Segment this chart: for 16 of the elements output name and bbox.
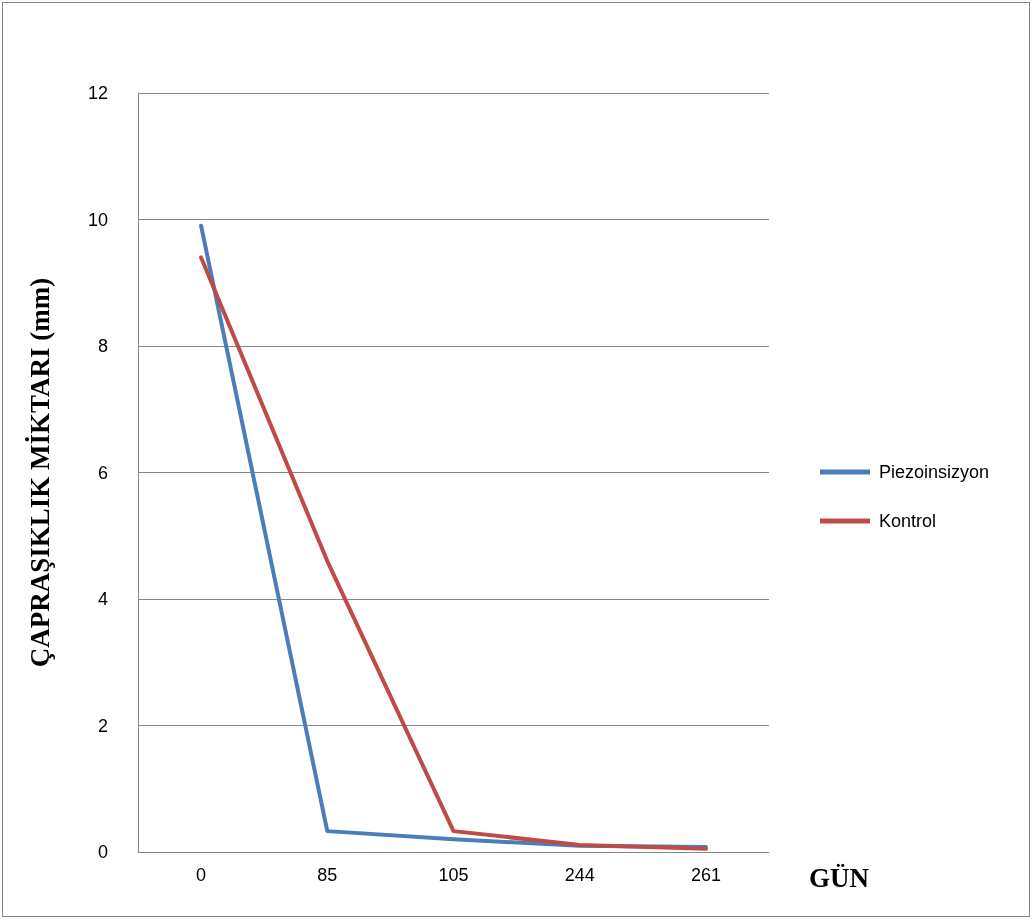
x-tick-label: 244: [564, 865, 595, 885]
y-tick-label: 2: [97, 715, 108, 736]
y-tick-label: 0: [97, 842, 108, 862]
x-axis-title: GÜN: [809, 862, 870, 893]
y-tick-label: 10: [87, 209, 108, 230]
y-tick-label: 4: [97, 589, 108, 609]
y-tick-label: 8: [97, 336, 108, 356]
legend-label: Kontrol: [879, 511, 937, 531]
x-tick-label: 85: [317, 865, 338, 885]
legend-label: Piezoinsizyon: [879, 462, 990, 482]
x-tick-label: 105: [438, 865, 469, 885]
y-tick-label: 12: [87, 83, 108, 103]
y-axis-title: ÇAPRAŞIKLIK MİKTARI (mm): [24, 277, 55, 668]
x-tick-label: 0: [196, 865, 207, 885]
x-tick-label: 261: [690, 865, 721, 885]
y-tick-label: 6: [97, 462, 108, 483]
